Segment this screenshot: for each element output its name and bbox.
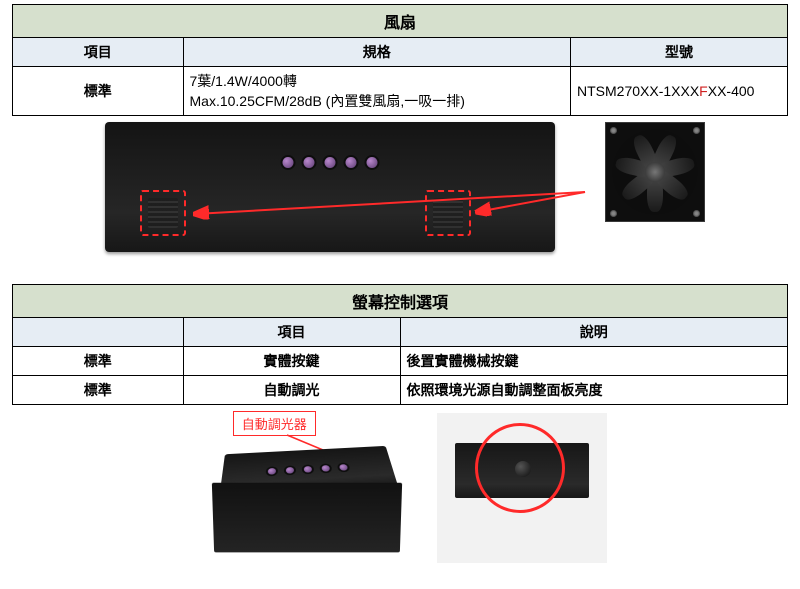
sensor-zoom-image	[437, 413, 607, 563]
fan-row-spec: 7葉/1.4W/4000轉 Max.10.25CFM/28dB (內置雙風扇,一…	[183, 67, 571, 116]
fan-col-spec: 規格	[183, 38, 571, 67]
control-photo-area: 自動調光器	[12, 413, 788, 563]
control-col-blank	[13, 318, 184, 347]
control-col-item: 項目	[183, 318, 400, 347]
control-row-desc: 依照環境光源自動調整面板亮度	[400, 376, 788, 405]
arrow-annotation-icon	[105, 122, 705, 257]
fan-table: 風扇 項目 規格 型號 標準 7葉/1.4W/4000轉 Max.10.25CF…	[12, 4, 788, 116]
fan-spec-line1: 7葉/1.4W/4000轉	[190, 73, 297, 89]
zoom-highlight-ring-icon	[475, 423, 565, 513]
fan-col-item: 項目	[13, 38, 184, 67]
fan-table-title: 風扇	[13, 5, 788, 38]
model-post: XX-400	[708, 83, 755, 99]
fan-col-model: 型號	[571, 38, 788, 67]
fan-photo-area	[12, 122, 788, 262]
model-pre: NTSM270XX-1XXX	[577, 83, 699, 99]
control-table: 螢幕控制選項 項目 說明 標準 實體按鍵 後置實體機械按鍵 標準 自動調光 依照…	[12, 284, 788, 405]
control-row: 標準 實體按鍵 後置實體機械按鍵	[13, 347, 788, 376]
control-row-label: 標準	[13, 376, 184, 405]
control-col-desc: 說明	[400, 318, 788, 347]
fan-row-label: 標準	[13, 67, 184, 116]
control-row: 標準 自動調光 依照環境光源自動調整面板亮度	[13, 376, 788, 405]
fan-row-model: NTSM270XX-1XXXFXX-400	[571, 67, 788, 116]
control-table-title: 螢幕控制選項	[13, 285, 788, 318]
control-row-desc: 後置實體機械按鍵	[400, 347, 788, 376]
fan-spec-line2: Max.10.25CFM/28dB (內置雙風扇,一吸一排)	[190, 93, 465, 109]
device-angle-image: 自動調光器	[193, 413, 413, 563]
fan-row: 標準 7葉/1.4W/4000轉 Max.10.25CFM/28dB (內置雙風…	[13, 67, 788, 116]
angle-button-row	[268, 464, 348, 475]
control-row-item: 實體按鍵	[183, 347, 400, 376]
model-red-letter: F	[699, 83, 708, 99]
control-row-item: 自動調光	[183, 376, 400, 405]
control-row-label: 標準	[13, 347, 184, 376]
